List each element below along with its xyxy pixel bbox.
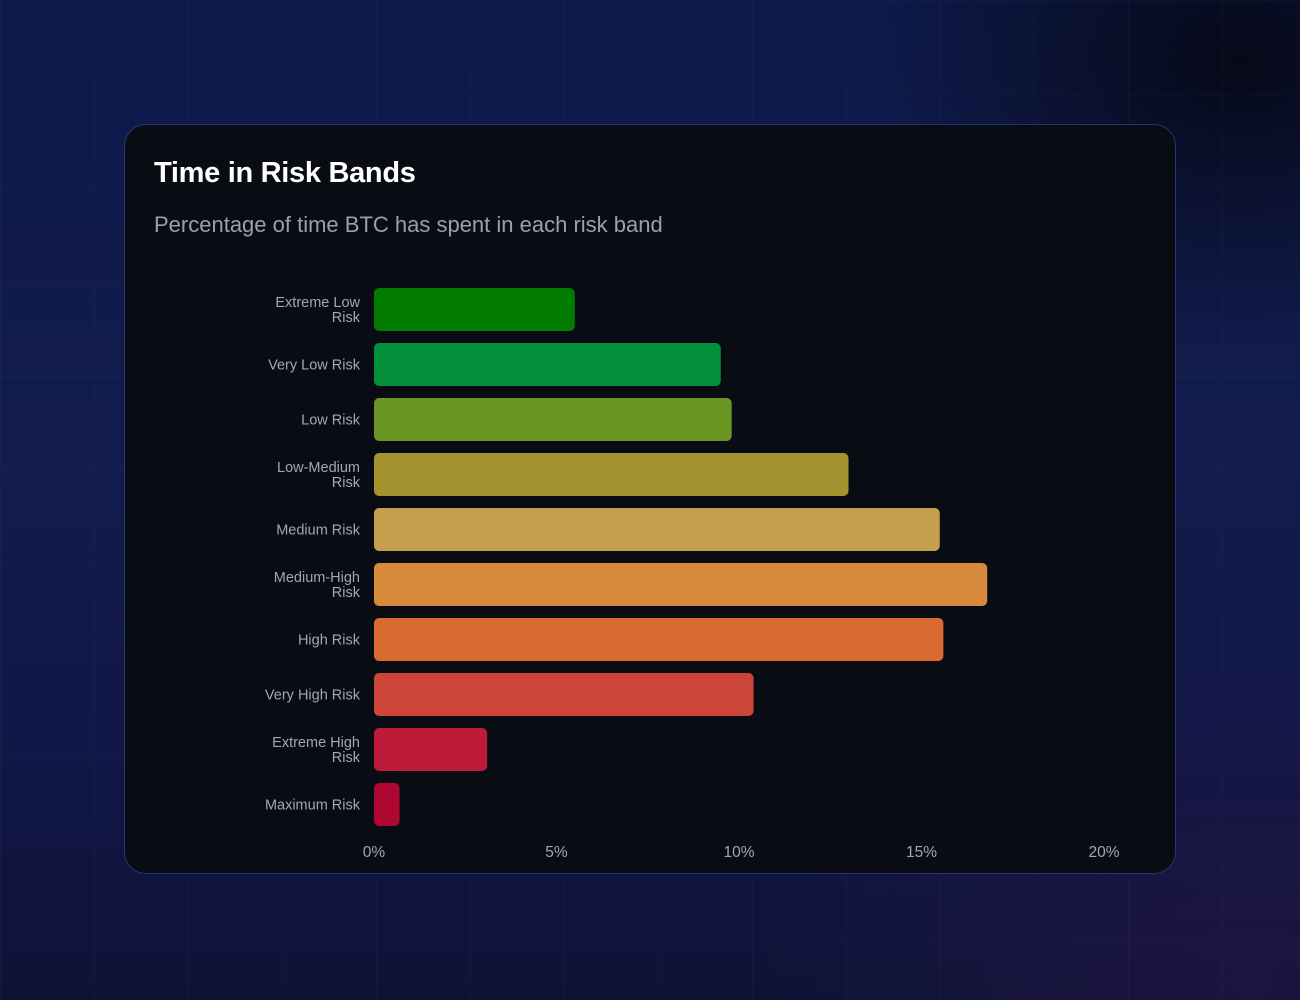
bar[interactable] (374, 398, 732, 441)
chart-card: Time in Risk Bands Percentage of time BT… (124, 124, 1176, 874)
category-label: Low Risk (301, 413, 361, 429)
category-label: Extreme Low Risk (275, 295, 360, 326)
category-label: Low-Medium Risk (277, 460, 361, 491)
bar[interactable] (374, 343, 721, 386)
category-label: Medium Risk (276, 523, 361, 539)
bar[interactable] (374, 783, 400, 826)
category-label: Extreme High Risk (272, 735, 361, 766)
category-label: Very High Risk (265, 688, 361, 704)
x-tick-label: 5% (545, 844, 568, 861)
bar-chart: Extreme Low Risk Very Low Risk Low Risk Low-… (265, 288, 1120, 861)
category-label: High Risk (298, 633, 361, 649)
bar[interactable] (374, 673, 754, 716)
bar[interactable] (374, 728, 488, 771)
bar[interactable] (374, 618, 944, 661)
bar[interactable] (374, 508, 940, 551)
category-label: Very Low Risk (268, 358, 361, 374)
category-label: Medium-High Risk (274, 570, 361, 601)
bar[interactable] (374, 288, 575, 331)
bar[interactable] (374, 563, 988, 606)
x-tick-label: 20% (1088, 844, 1119, 861)
x-tick-label: 15% (906, 844, 937, 861)
chart-subtitle: Percentage of time BTC has spent in each… (154, 212, 663, 237)
x-tick-label: 10% (723, 844, 754, 861)
chart-title: Time in Risk Bands (154, 157, 416, 189)
category-label: Maximum Risk (265, 798, 361, 814)
bar[interactable] (374, 453, 849, 496)
x-tick-label: 0% (363, 844, 386, 861)
